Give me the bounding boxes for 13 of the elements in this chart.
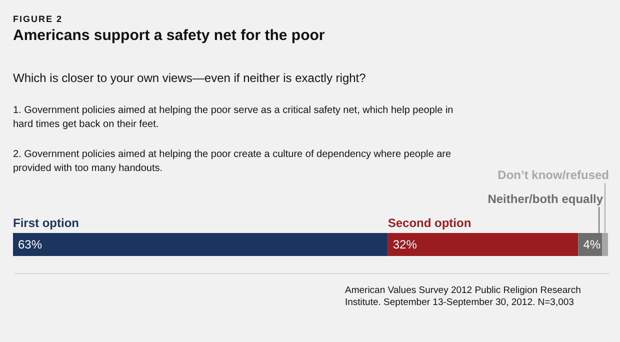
caption: FIGURE 2 <box>13 14 63 24</box>
data-label: 4% <box>583 238 601 252</box>
series-label: First option <box>13 216 79 230</box>
text: 1. Government policies aimed at helping the poor serve as a critical safety net, which help people in hard times get back on their feet. <box>13 104 454 132</box>
chart-subtitle: Which is closer to your own views—even if neither is exactly right? <box>13 71 366 85</box>
text: 2. Government policies aimed at helping the poor create a culture of dependency where people are provided with too many handouts. <box>13 148 452 176</box>
chart-title: Americans support a safety net for the poor <box>13 27 325 44</box>
text: American Values Survey 2012 Public Religion Research Institute. September 13-September 30, 2012. N=3,003 <box>345 285 582 309</box>
data-label: 32% <box>392 238 418 252</box>
series-label: Second option <box>388 216 472 230</box>
data-label: 63% <box>18 238 42 252</box>
text: Neither/both equally <box>488 192 604 206</box>
text: Don’t know/refused <box>498 168 609 182</box>
